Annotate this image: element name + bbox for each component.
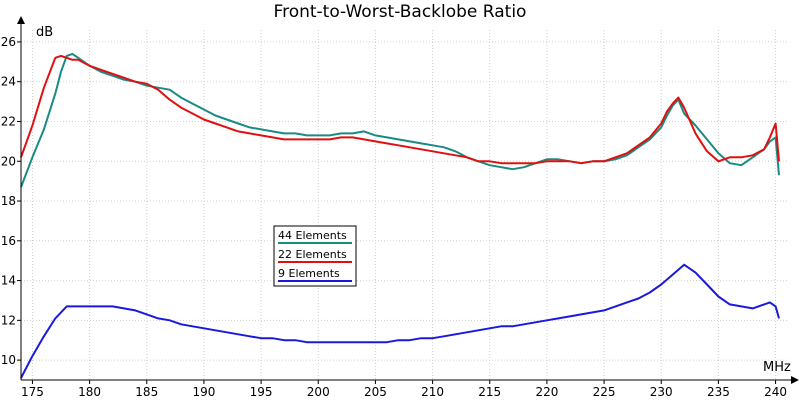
y-axis-unit: dB <box>36 25 53 40</box>
x-axis-unit: MHz <box>763 360 791 375</box>
legend-label: 9 Elements <box>278 267 340 280</box>
legend-label: 44 Elements <box>278 229 347 242</box>
y-tick-label: 24 <box>1 75 16 89</box>
legend-label: 22 Elements <box>278 248 347 261</box>
y-tick-label: 20 <box>1 154 16 168</box>
y-tick-label: 12 <box>1 313 16 327</box>
y-tick-label: 18 <box>1 194 16 208</box>
y-tick-label: 16 <box>1 234 16 248</box>
x-tick-label: 200 <box>307 385 330 399</box>
y-tick-label: 10 <box>1 353 16 367</box>
series-group <box>20 52 780 379</box>
y-tick-label: 14 <box>1 274 16 288</box>
x-tick-label: 230 <box>650 385 673 399</box>
series-line-1 <box>20 54 780 165</box>
axes <box>17 16 799 384</box>
y-tick-label: 26 <box>1 35 16 49</box>
legend: 44 Elements 22 Elements 9 Elements <box>273 225 357 287</box>
legend-box <box>273 225 357 287</box>
y-tick-label: 22 <box>1 114 16 128</box>
x-tick-label: 220 <box>535 385 558 399</box>
x-tick-label: 185 <box>135 385 158 399</box>
x-tick-label: 205 <box>364 385 387 399</box>
x-tick-label: 235 <box>707 385 730 399</box>
grid <box>21 30 787 380</box>
x-tick-label: 210 <box>421 385 444 399</box>
y-axis-arrow <box>17 16 25 24</box>
x-tick-label: 240 <box>764 385 787 399</box>
chart-title: Front-to-Worst-Backlobe Ratio <box>274 2 527 22</box>
x-tick-label: 225 <box>593 385 616 399</box>
series-line-2 <box>20 263 780 379</box>
x-tick-label: 190 <box>192 385 215 399</box>
x-tick-label: 215 <box>478 385 501 399</box>
tick-labels: 175 180 185 190 195 200 205 210 215 220 225 230 235 2… <box>1 35 787 399</box>
x-axis-arrow <box>791 376 799 384</box>
x-tick-label: 175 <box>21 385 44 399</box>
x-tick-label: 180 <box>78 385 101 399</box>
x-tick-label: 195 <box>250 385 273 399</box>
